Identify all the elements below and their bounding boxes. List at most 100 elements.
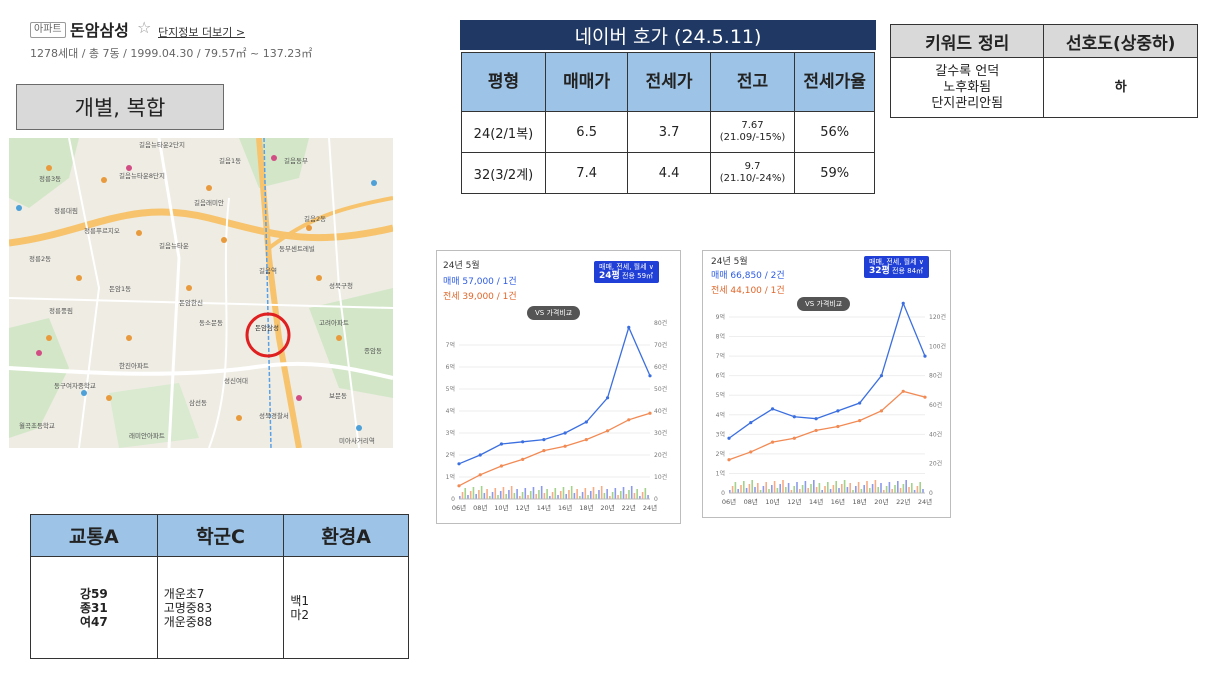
map-label: 길음1동 bbox=[219, 157, 242, 165]
school-line: 개운중88 bbox=[163, 614, 213, 629]
volume-bar bbox=[855, 486, 857, 493]
volume-bar bbox=[630, 486, 633, 499]
cell-high-note: (21.10/-24%) bbox=[719, 173, 786, 184]
data-point bbox=[563, 431, 567, 435]
x-tick-label: 24년 bbox=[918, 497, 932, 506]
x-tick-label: 18년 bbox=[579, 503, 593, 512]
data-point bbox=[584, 420, 588, 424]
environment-line: 마2 bbox=[290, 607, 310, 622]
volume-bar bbox=[871, 484, 874, 493]
data-point bbox=[605, 396, 610, 400]
data-point bbox=[879, 374, 884, 378]
map-label: 미아사거리역 bbox=[339, 437, 375, 445]
chart-filter-dropdown[interactable]: 매매, 전세, 월세 ∨ 32평 전용 84㎡ bbox=[864, 256, 929, 278]
price-table-title: 네이버 호가 (24.5.11) bbox=[460, 20, 876, 50]
compare-button[interactable]: VS 가격비교 bbox=[527, 306, 581, 320]
chart-summary-sale: 매매 66,850 / 2건 bbox=[711, 271, 785, 281]
y-tick-label: 4억 bbox=[446, 407, 455, 415]
traffic-line: 강59 bbox=[79, 586, 108, 601]
more-info-link[interactable]: 단지정보 더보기 > bbox=[158, 26, 246, 39]
keyword-table: 키워드 정리 선호도(상중하) 갈수록 언덕 노후화됨 단지관리안됨 하 bbox=[889, 24, 1198, 118]
x-tick-label: 10년 bbox=[494, 503, 508, 512]
environment-header: 환경A bbox=[283, 514, 409, 557]
volume-bar bbox=[829, 489, 832, 493]
data-point bbox=[605, 429, 610, 433]
y-tick-label: 5억 bbox=[716, 391, 725, 399]
x-tick-label: 06년 bbox=[452, 503, 466, 512]
apartment-name: 돈암삼성 bbox=[70, 21, 129, 40]
map-label: 보문동 bbox=[329, 392, 347, 400]
volume-bar bbox=[513, 493, 516, 499]
volume-bar bbox=[570, 486, 573, 499]
y-tick-label: 1억 bbox=[446, 473, 455, 481]
volume-bar bbox=[804, 481, 807, 493]
volume-bar bbox=[801, 485, 804, 493]
keyword-header: 키워드 정리 bbox=[889, 24, 1045, 58]
volume-bar bbox=[549, 496, 551, 499]
volume-bar bbox=[505, 494, 507, 499]
volume-bar bbox=[908, 487, 910, 493]
volume-bar bbox=[603, 493, 606, 499]
price-chart-24[interactable]: 0 1억 2억 3억 4억 5억 6억 7억 0 10건 20건 30건 40건 50건 60건 70건 80건… bbox=[436, 250, 681, 524]
cell-jeonse: 3.7 bbox=[627, 111, 711, 153]
data-point bbox=[478, 473, 482, 477]
x-tick-label: 14년 bbox=[537, 503, 551, 512]
volume-bar bbox=[743, 481, 745, 493]
volume-bar bbox=[880, 483, 882, 493]
price-header-sale: 매매가 bbox=[544, 52, 629, 112]
keyword-line: 노후화됨 bbox=[943, 79, 992, 95]
data-point bbox=[836, 424, 840, 429]
map-label: 돈암한신 bbox=[179, 299, 203, 307]
volume-bar bbox=[796, 482, 798, 493]
volume-bar bbox=[628, 490, 630, 499]
map-label: 길음역 bbox=[259, 267, 277, 275]
volume-bar bbox=[824, 486, 826, 493]
y-tick-label: 9억 bbox=[716, 313, 725, 321]
score-table: 교통A 학군C 환경A 강59 종31 여47 개운초7 고명중83 개운중88… bbox=[30, 514, 409, 659]
y2-tick-label: 60건 bbox=[929, 401, 942, 409]
chart-summary-jeonse: 전세 39,000 / 1건 bbox=[443, 292, 517, 302]
x-tick-label: 16년 bbox=[558, 503, 572, 512]
location-map[interactable]: 길음뉴타운2단지 길음1동 길음동부 길음뉴타운8단지 정릉3동 정릉대림 길음… bbox=[9, 138, 393, 448]
data-point bbox=[563, 444, 567, 448]
volume-bar bbox=[771, 485, 773, 493]
pyeong-label: 32평 bbox=[869, 266, 890, 276]
star-icon[interactable]: ☆ bbox=[137, 18, 152, 37]
volume-bar bbox=[782, 480, 784, 493]
volume-bar bbox=[762, 486, 765, 493]
volume-bar bbox=[644, 488, 647, 499]
volume-bar bbox=[740, 485, 742, 493]
data-point bbox=[836, 409, 840, 413]
price-header-jeonse: 전세가 bbox=[627, 52, 711, 112]
volume-bar bbox=[614, 488, 617, 499]
map-label: 길음동부 bbox=[284, 157, 308, 165]
data-point bbox=[879, 409, 884, 413]
data-point bbox=[923, 395, 927, 399]
volume-bar bbox=[478, 490, 480, 499]
data-point bbox=[727, 436, 731, 440]
data-point bbox=[770, 440, 775, 444]
volume-bar bbox=[894, 485, 896, 493]
volume-bar bbox=[543, 493, 546, 499]
y-tick-label: 7억 bbox=[446, 341, 455, 349]
volume-bar bbox=[748, 484, 751, 493]
map-label: 한진아파트 bbox=[119, 362, 149, 370]
volume-bar bbox=[587, 495, 589, 499]
volume-bar bbox=[568, 490, 570, 499]
volume-bar bbox=[554, 488, 557, 499]
volume-bar bbox=[734, 482, 737, 493]
chart-canvas: 0 1억 2억 3억 4억 5억 6억 7억 8억 9억 0 20건 40건 60건 80건 100건 120건… bbox=[716, 301, 946, 506]
y2-tick-label: 70건 bbox=[654, 341, 667, 349]
x-tick-label: 14년 bbox=[809, 497, 823, 506]
map-label: 종암동 bbox=[364, 347, 382, 355]
volume-bar bbox=[521, 492, 524, 499]
volume-bar bbox=[617, 495, 619, 499]
school-header: 학군C bbox=[156, 514, 285, 557]
data-point bbox=[648, 411, 652, 415]
compare-button[interactable]: VS 가격비교 bbox=[797, 297, 851, 311]
volume-bar bbox=[913, 490, 916, 493]
volume-bar bbox=[897, 481, 899, 493]
price-chart-32[interactable]: 0 1억 2억 3억 4억 5억 6억 7억 8억 9억 0 20건 40건 60건 80건 100건 120건… bbox=[702, 250, 951, 518]
chart-filter-dropdown[interactable]: 매매, 전세, 월세 ∨ 24평 전용 59㎡ bbox=[594, 261, 659, 283]
volume-bar bbox=[807, 488, 809, 493]
